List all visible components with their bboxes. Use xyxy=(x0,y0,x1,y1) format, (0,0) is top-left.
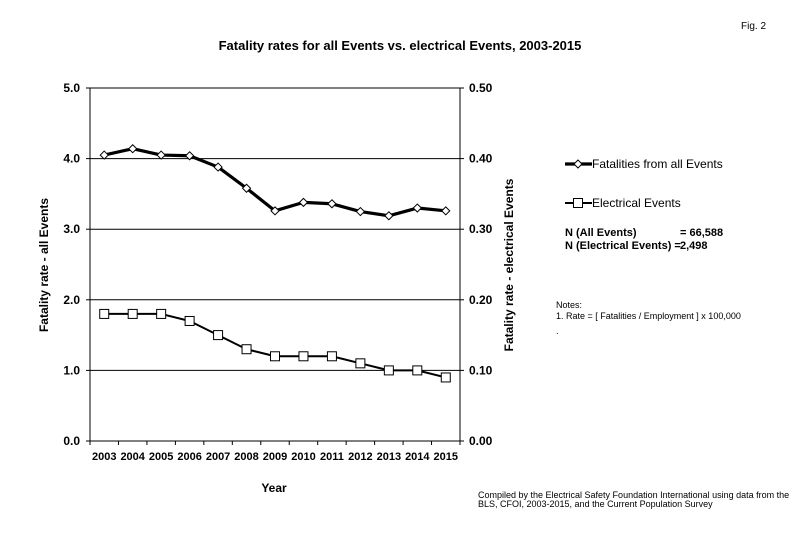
data-point-electrical-events xyxy=(383,365,394,376)
tick-label-x: 2010 xyxy=(291,451,315,463)
data-point-electrical-events xyxy=(270,351,280,362)
y-axis-label-left: Fatality rate - all Events xyxy=(37,198,51,332)
tick-label-x: 2013 xyxy=(377,451,401,463)
x-axis-label: Year xyxy=(261,481,287,495)
left-axis-ticks: 0.0 1.0 2.0 3.0 4.0 5.0 xyxy=(63,81,90,448)
tick-label-left: 1.0 xyxy=(63,363,80,377)
data-point-all-events xyxy=(241,183,252,193)
tick-label-right: 0.00 xyxy=(469,434,493,448)
notes-title: Notes: xyxy=(556,300,583,310)
tick-label-left: 4.0 xyxy=(63,152,80,166)
figure-label: Fig. 2 xyxy=(741,21,767,32)
y-axis-label-right: Fatality rate - electrical Events xyxy=(502,178,516,351)
data-point-electrical-events xyxy=(355,358,366,369)
legend-label-all-events: Fatalities from all Events xyxy=(592,157,723,171)
n-all-events-value: = 66,588 xyxy=(680,227,724,239)
legend-marker-electrical-events xyxy=(573,198,583,208)
data-point-all-events xyxy=(355,206,366,217)
tick-label-x: 2015 xyxy=(434,451,458,463)
series-line-electrical-events xyxy=(104,312,447,379)
data-point-all-events xyxy=(127,144,138,154)
data-point-all-events xyxy=(384,211,394,221)
tick-label-right: 0.20 xyxy=(469,293,493,307)
data-point-electrical-events xyxy=(127,308,138,319)
tick-label-x: 2005 xyxy=(149,451,173,463)
tick-label-left: 2.0 xyxy=(63,293,80,307)
data-point-electrical-events xyxy=(213,330,224,341)
data-point-all-events xyxy=(412,203,423,213)
data-point-all-events xyxy=(99,150,109,160)
data-point-electrical-events xyxy=(440,372,451,383)
tick-label-right: 0.50 xyxy=(469,81,493,95)
data-point-all-events xyxy=(213,162,223,172)
tick-label-left: 0.0 xyxy=(63,434,80,448)
data-point-electrical-events xyxy=(298,351,309,362)
source-note: Compiled by the Electrical Safety Founda… xyxy=(478,490,790,509)
chart-title: Fatality rates for all Events vs. electr… xyxy=(218,38,582,53)
data-point-all-events xyxy=(184,151,195,161)
right-axis-ticks: 0.00 0.10 0.20 0.30 0.40 0.50 xyxy=(460,81,493,448)
notes-item: 1. Rate = [ Fatalities / Employment ] x … xyxy=(556,311,741,321)
data-point-all-events xyxy=(156,150,166,160)
tick-label-x: 2003 xyxy=(92,451,116,463)
data-point-all-events xyxy=(327,199,337,209)
series-group xyxy=(99,144,451,383)
tick-label-x: 2006 xyxy=(177,451,201,463)
data-point-electrical-events xyxy=(326,351,337,362)
data-point-electrical-events xyxy=(156,308,167,319)
tick-label-right: 0.10 xyxy=(469,363,493,377)
n-electrical-events-value: 2,498 xyxy=(680,240,708,252)
data-point-all-events xyxy=(298,197,309,208)
tick-label-x: 2007 xyxy=(206,451,230,463)
tick-label-x: 2004 xyxy=(120,451,145,463)
data-point-all-events xyxy=(270,206,280,216)
tick-label-x: 2011 xyxy=(320,451,344,463)
legend-label-electrical-events: Electrical Events xyxy=(592,196,681,210)
axes xyxy=(89,87,461,442)
data-point-electrical-events xyxy=(412,365,423,376)
tick-label-left: 5.0 xyxy=(63,81,80,95)
n-electrical-events-label: N (Electrical Events) = xyxy=(565,240,681,252)
tick-label-x: 2008 xyxy=(234,451,258,463)
n-all-events-label: N (All Events) xyxy=(565,227,637,239)
data-point-electrical-events xyxy=(99,308,110,319)
gridlines xyxy=(90,158,460,371)
data-point-all-events xyxy=(441,206,451,216)
tick-label-x: 2012 xyxy=(348,451,372,463)
tick-label-right: 0.40 xyxy=(469,152,493,166)
tick-label-left: 3.0 xyxy=(63,222,80,236)
data-point-electrical-events xyxy=(184,315,195,326)
tick-label-x: 2014 xyxy=(405,451,430,463)
legend-marker-all-events xyxy=(573,159,583,169)
notes-trailing: . xyxy=(556,326,559,336)
tick-label-x: 2009 xyxy=(263,451,287,463)
tick-label-right: 0.30 xyxy=(469,222,493,236)
x-axis-ticks: 2003 2004 2005 2006 2007 2008 2009 2010 2011 2012… xyxy=(89,441,461,463)
data-point-electrical-events xyxy=(241,344,252,355)
legend xyxy=(565,159,592,208)
